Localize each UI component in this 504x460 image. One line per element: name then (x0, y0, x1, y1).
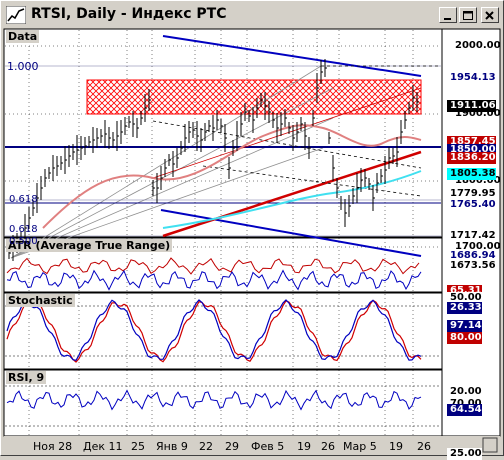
price-axis-label-1800: 1800.00 (455, 175, 501, 186)
maximize-button[interactable] (459, 7, 477, 23)
fib-label-0500: 0.500 (9, 236, 38, 247)
price-axis-label-2000: 2000.00 (455, 40, 501, 51)
atr-pane-title: ATR (Average True Range) (6, 239, 173, 252)
data-pane-title: Data (6, 30, 40, 43)
trendline-support (162, 150, 422, 238)
price-tag-8: 1717.42 (447, 230, 496, 242)
maximize-icon (463, 11, 473, 20)
atr-line-blue (6, 269, 422, 291)
price-tag-7: 1765.40 (447, 199, 496, 211)
price-candles (8, 59, 419, 261)
rsi-pane-title: RSI, 9 (6, 371, 47, 384)
atr-line-red (6, 257, 420, 275)
price-tag-1: 1911.06 (447, 100, 496, 112)
date-axis-label-5: 29 (225, 440, 239, 453)
rsi-line (6, 389, 422, 411)
atr-tag-current: 26.33 (447, 302, 482, 314)
date-axis-label-4: 22 (199, 440, 213, 453)
dashed-projections (152, 65, 441, 197)
date-axis-label-9: Мар 5 (343, 440, 377, 453)
rsi-tag-value: 64.54 (447, 404, 482, 416)
date-axis-label-3: Янв 9 (156, 440, 188, 453)
date-axis-label-7: 19 (297, 440, 311, 453)
price-tag-5: 1805.38 (447, 168, 496, 180)
window-title: RTSI, Daily - Индекс РТС (31, 6, 227, 22)
channel-upper-line (162, 35, 422, 77)
moving-average-slow (42, 124, 422, 229)
price-tag-9: 1686.94 (447, 250, 496, 262)
date-axis-label-0: Ноя 28 (33, 440, 73, 453)
data-pane[interactable] (3, 28, 443, 238)
date-axis-label-11: 26 (417, 440, 431, 453)
rsi-tag-25: 25.00 (447, 448, 482, 460)
title-bar: RTSI, Daily - Индекс РТС (3, 3, 501, 27)
date-axis-label-10: 19 (389, 440, 403, 453)
chart-app-icon (6, 6, 26, 24)
date-axis-bar (4, 436, 500, 454)
minimize-icon (444, 18, 451, 20)
date-axis-label-1: Дек 11 (83, 440, 123, 453)
stochastic-k-line (6, 299, 422, 361)
price-tag-0: 1954.13 (447, 72, 496, 84)
stochastic-tag-20: 20.00 (447, 386, 482, 398)
stochastic-tag-80: 80.00 (447, 332, 482, 344)
date-axis-label-2: 25 (131, 440, 145, 453)
close-icon (485, 11, 494, 20)
trendline-thin (152, 87, 422, 179)
chart-scroll-button[interactable] (482, 437, 498, 453)
price-tag-10: 1673.56 (447, 260, 496, 272)
fib-label-0618-a: 0.618 (9, 194, 38, 205)
fibonacci-levels (5, 65, 441, 237)
price-axis-label-1900: 1900.00 (455, 108, 501, 119)
moving-average-cyan (162, 170, 422, 229)
fib-label-1000: 1.000 (7, 60, 39, 73)
chart-area[interactable]: Data ATR (Average True Range) Stochastic… (3, 28, 501, 460)
rsi-pane[interactable] (3, 369, 443, 437)
atr-tag-level: 50.00 (447, 292, 482, 304)
resistance-zone (86, 79, 422, 115)
stochastic-tag-value: 97.14 (447, 320, 482, 332)
minimize-button[interactable] (439, 7, 457, 23)
close-button[interactable] (481, 7, 499, 23)
fib-label-0618-b: 0.618 (9, 224, 38, 235)
price-axis-label-1700: 1700.00 (455, 241, 501, 252)
stochastic-d-line (6, 299, 422, 363)
date-axis-label-6: Фев 5 (251, 440, 285, 453)
date-axis-label-8: 26 (321, 440, 335, 453)
channel-lower-line (160, 209, 422, 257)
stochastic-pane-title: Stochastic (6, 294, 75, 307)
price-tag-6: 1779.95 (447, 188, 496, 200)
price-tag-4: 1836.20 (447, 152, 496, 164)
